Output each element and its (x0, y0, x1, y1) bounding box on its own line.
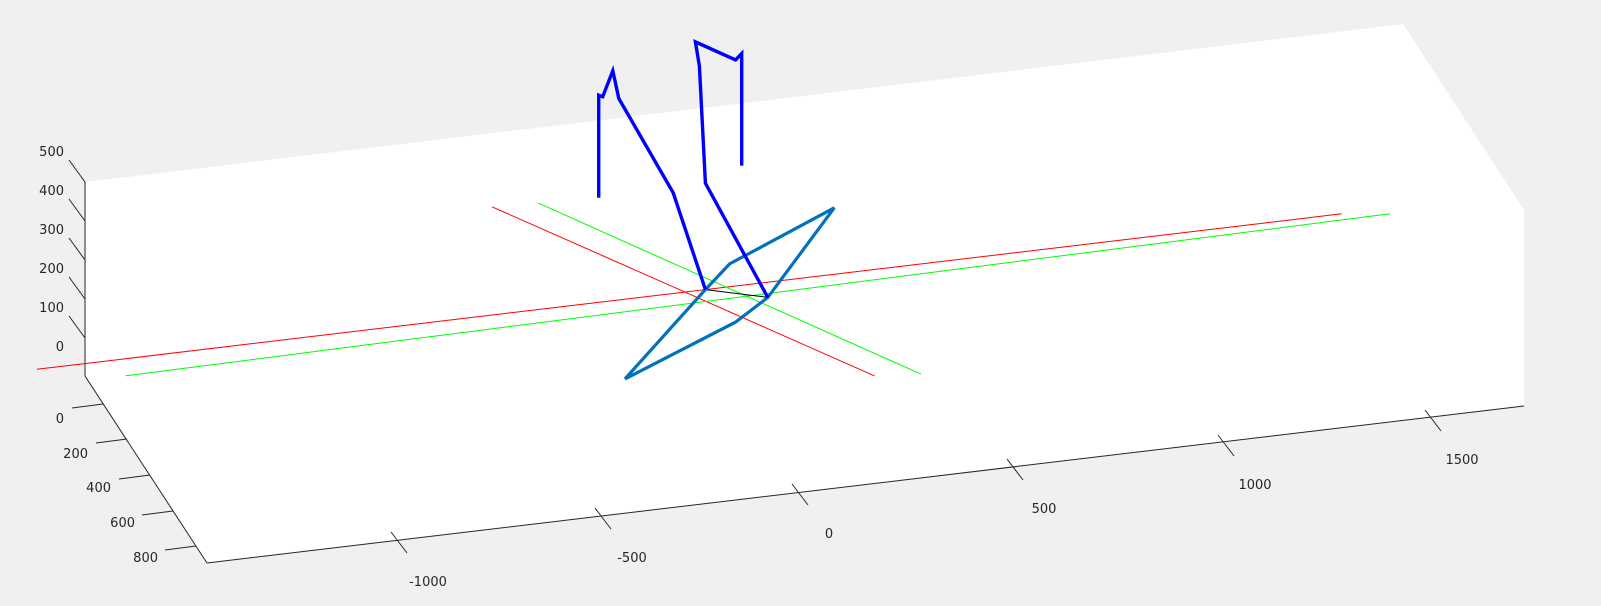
x-tick-label: -500 (617, 551, 647, 566)
tick-labels: -1000 -500 0 500 1000 1500 0 200 400 600… (39, 145, 1478, 590)
y-tick-label: 800 (133, 551, 158, 566)
reference-line (491, 206, 875, 377)
x-tick-label: 0 (825, 527, 833, 542)
z-tick-label: 500 (39, 145, 64, 160)
axis-lines (84, 182, 1525, 564)
y-tick-label: 200 (63, 447, 88, 462)
x-tick (1424, 409, 1442, 432)
x-tick-label: 1500 (1445, 453, 1478, 468)
z-tick-label: 0 (56, 340, 64, 355)
y-tick-label: 600 (110, 516, 135, 531)
x-tick (1217, 434, 1235, 457)
y-tick (164, 545, 197, 551)
y-tick (118, 474, 151, 480)
y-tick (95, 438, 128, 444)
reference-line (538, 202, 922, 375)
x-tick (791, 483, 809, 506)
z-tick (68, 198, 86, 222)
x-tick (1006, 458, 1024, 481)
z-tick-label: 400 (39, 184, 64, 199)
reference-line (36, 213, 1342, 370)
z-tick-label: 300 (39, 223, 64, 238)
axis-ticks (68, 159, 1442, 554)
z-tick (68, 237, 86, 261)
z-tick-label: 200 (39, 262, 64, 277)
figure-lines (597, 39, 836, 381)
y-tick-label: 0 (56, 412, 64, 427)
x-tick (594, 507, 612, 530)
z-tick-label: 100 (39, 301, 64, 316)
y-axis-line (84, 375, 208, 564)
axes-background (85, 24, 1524, 563)
figure-line (693, 39, 770, 299)
x-axis-line (206, 405, 1525, 564)
z-tick (68, 159, 86, 183)
figure-line (597, 64, 708, 291)
x-tick-label: -1000 (409, 575, 447, 590)
z-tick (68, 276, 86, 300)
y-tick-label: 400 (86, 481, 111, 496)
z-tick (68, 315, 86, 339)
y-tick (141, 510, 174, 516)
x-tick-label: 1000 (1238, 478, 1271, 493)
reference-line (125, 213, 1391, 377)
x-tick (390, 531, 408, 554)
origin-line (705, 289, 768, 298)
y-tick (71, 403, 104, 409)
x-tick-label: 500 (1032, 502, 1057, 517)
reference-lines (36, 202, 1391, 377)
